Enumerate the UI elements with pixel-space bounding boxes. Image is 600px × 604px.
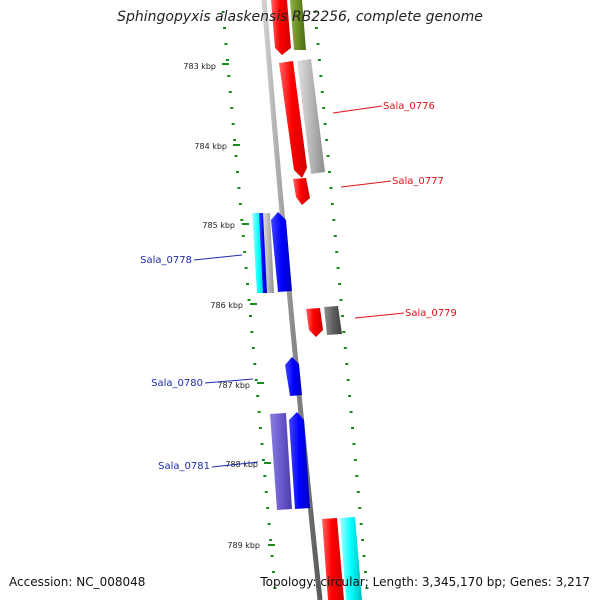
gene-feature-red-top [271, 0, 291, 55]
gene-feature-cyan-bottom [340, 517, 362, 600]
gene-sala-0777 [293, 178, 310, 205]
gene-sala-0780 [285, 357, 302, 396]
genome-title: Sphingopyxis alaskensis RB2256, complete… [117, 9, 483, 25]
gene-sala-0778-blue [259, 213, 268, 293]
tick-label-788: 788 kbp [225, 460, 258, 469]
gene-sala-0781-slate [270, 413, 292, 510]
accession-label: Accession: NC_008048 [9, 575, 146, 589]
gene-features [252, 0, 362, 600]
gene-sala-0779-dark [324, 306, 342, 335]
tick-track-right [313, 11, 369, 589]
genome-backbone [261, 0, 323, 601]
tick-label-786: 786 kbp [210, 301, 243, 310]
callout-line-sala-0777 [340, 180, 392, 188]
gene-sala-0779 [306, 308, 323, 337]
callout-line-sala-0781 [211, 461, 259, 468]
gene-sala-0781-blue [289, 412, 310, 509]
tick-label-783: 783 kbp [183, 62, 216, 71]
callout-line-sala-0780 [204, 378, 254, 384]
gene-label-sala-0777[interactable]: Sala_0777 [392, 176, 444, 187]
gene-label-sala-0779[interactable]: Sala_0779 [405, 308, 457, 319]
gene-sala-0778-main [271, 212, 292, 292]
gene-label-sala-0776[interactable]: Sala_0776 [383, 101, 435, 112]
tick-label-784: 784 kbp [194, 142, 227, 151]
gene-label-sala-0778[interactable]: Sala_0778 [140, 255, 192, 266]
callout-line-sala-0776 [332, 105, 383, 114]
callout-line-sala-0779 [354, 312, 405, 319]
gene-label-sala-0780[interactable]: Sala_0780 [151, 378, 203, 389]
gene-sala-0776 [279, 61, 307, 178]
gene-label-sala-0781[interactable]: Sala_0781 [158, 461, 210, 472]
tick-labels: 783 kbp 784 kbp 785 kbp 786 kbp 787 kbp … [183, 62, 275, 550]
tick-label-787: 787 kbp [217, 381, 250, 390]
gene-callouts: Sala_0776 Sala_0777 Sala_0778 Sala_0779 … [140, 101, 457, 472]
gene-feature-olive-top [290, 0, 306, 50]
tick-track-left [221, 11, 277, 589]
genome-summary: Topology: circular; Length: 3,345,170 bp… [260, 575, 590, 589]
gene-sala-0778-gray [263, 213, 274, 293]
tick-label-785: 785 kbp [202, 221, 235, 230]
gene-feature-red-bottom [322, 518, 344, 600]
gene-sala-0776-gray [297, 59, 325, 174]
callout-line-sala-0778 [193, 254, 243, 261]
tick-label-789: 789 kbp [227, 541, 260, 550]
